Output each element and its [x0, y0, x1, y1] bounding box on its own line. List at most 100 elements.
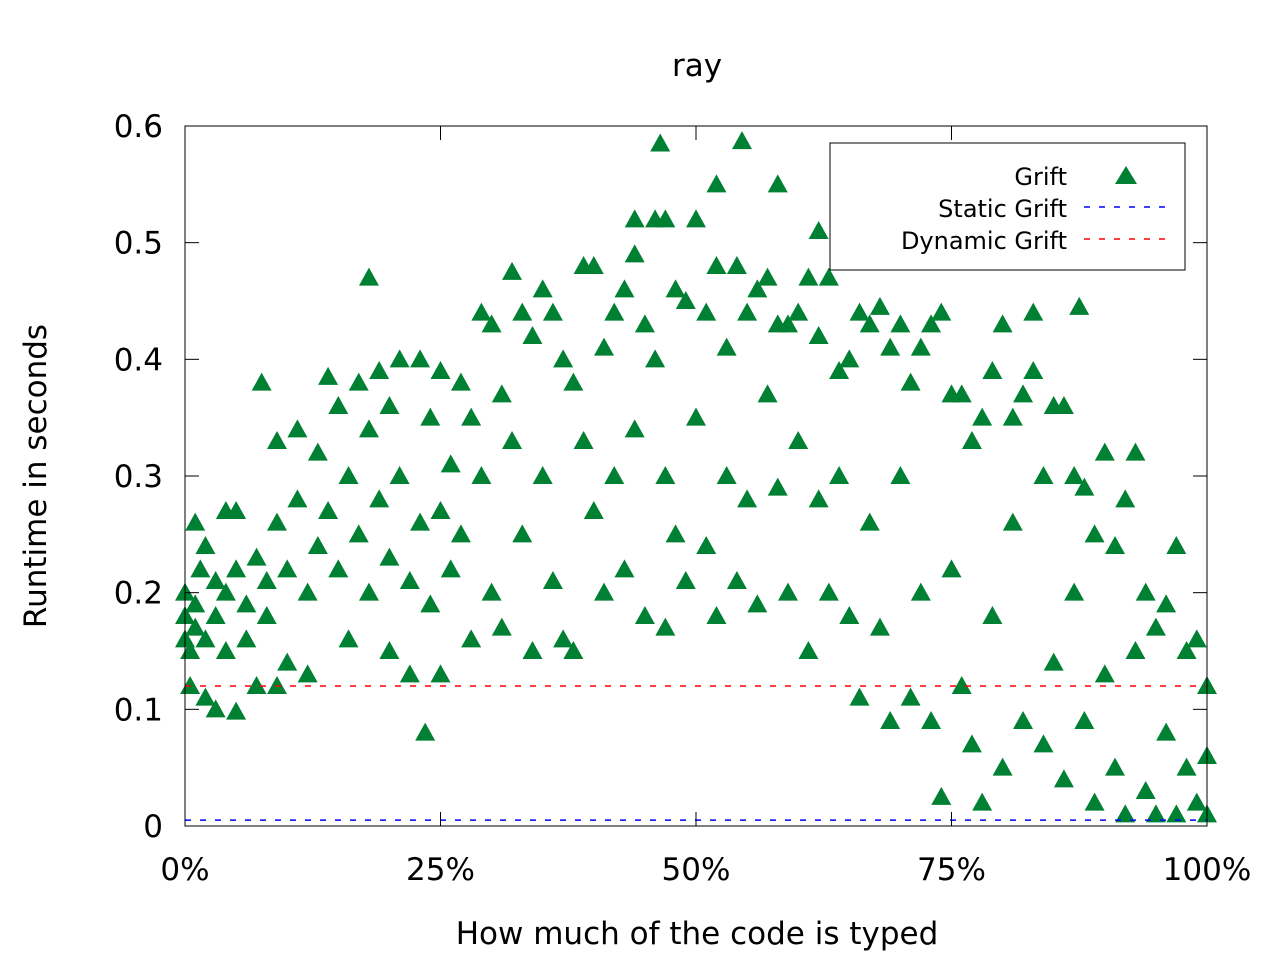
data-point — [583, 256, 604, 274]
data-point — [440, 559, 461, 578]
data-point — [266, 676, 287, 694]
data-point — [236, 594, 257, 613]
data-point — [358, 267, 379, 286]
legend: Grift Static Grift Dynamic Grift — [829, 142, 1186, 271]
data-point — [951, 676, 972, 694]
data-point — [798, 267, 819, 286]
data-point — [829, 466, 850, 484]
data-point — [1176, 641, 1197, 659]
data-point — [757, 384, 778, 403]
data-point — [1156, 594, 1177, 613]
data-point — [1105, 536, 1126, 554]
x-tick-label: 75% — [917, 852, 986, 888]
data-point — [706, 256, 727, 274]
data-point — [450, 524, 471, 543]
data-point — [307, 442, 328, 461]
data-point — [205, 699, 226, 718]
data-point — [839, 349, 860, 368]
axes: 0% 25% 50% 75% 100% 0 0.1 0.2 0.3 0.4 0.5 0.6 — [114, 109, 1252, 888]
data-point — [900, 687, 921, 706]
data-point — [277, 559, 298, 578]
data-point — [972, 792, 993, 811]
data-point — [195, 536, 216, 554]
x-tick-label: 0% — [160, 852, 209, 888]
data-point — [1033, 734, 1054, 753]
data-point — [849, 302, 870, 321]
data-point — [777, 314, 798, 333]
data-point — [706, 606, 727, 624]
data-point — [634, 606, 655, 624]
data-point — [195, 629, 216, 648]
data-point — [1064, 466, 1085, 484]
data-point — [788, 431, 809, 449]
data-point — [1023, 302, 1044, 321]
data-point — [563, 641, 584, 659]
data-point — [982, 606, 1003, 624]
x-tick-label: 100% — [1163, 852, 1252, 888]
data-point — [185, 512, 206, 531]
data-point — [379, 641, 400, 659]
data-point — [767, 477, 788, 496]
data-point — [1084, 524, 1105, 543]
data-point — [982, 361, 1003, 379]
data-point — [1186, 629, 1207, 648]
data-point — [737, 302, 758, 321]
data-point — [665, 279, 686, 298]
data-point — [522, 326, 543, 344]
legend-label-grift: Grift — [1014, 163, 1067, 191]
data-point — [1176, 757, 1197, 776]
legend-triangle-icon — [1115, 166, 1137, 184]
data-point — [338, 629, 359, 648]
data-point — [440, 454, 461, 473]
data-point — [215, 582, 236, 601]
x-axis-label: How much of the code is typed — [456, 916, 939, 952]
data-point — [369, 361, 390, 379]
data-point — [1013, 384, 1034, 403]
data-point — [1074, 477, 1095, 496]
data-point — [992, 757, 1013, 776]
data-point — [1074, 711, 1095, 729]
data-point — [185, 594, 206, 613]
data-point — [624, 419, 645, 438]
data-point — [369, 489, 390, 508]
data-point — [1135, 781, 1156, 799]
data-point — [471, 466, 492, 484]
data-point — [931, 786, 952, 805]
data-point — [297, 664, 318, 683]
data-point — [961, 734, 982, 753]
data-point — [180, 676, 201, 694]
data-point — [829, 361, 850, 379]
data-point — [731, 131, 752, 150]
data-point — [961, 431, 982, 449]
data-point — [1156, 722, 1177, 741]
y-tick-label: 0.2 — [114, 576, 163, 612]
data-point — [190, 559, 211, 578]
data-point — [880, 337, 901, 356]
data-point — [869, 296, 890, 315]
data-point — [645, 349, 666, 368]
data-point — [226, 559, 247, 578]
data-point — [1125, 442, 1146, 461]
data-point — [348, 524, 369, 543]
data-point — [808, 326, 829, 344]
data-point — [798, 641, 819, 659]
data-point — [348, 372, 369, 391]
data-point — [921, 711, 942, 729]
data-point — [215, 641, 236, 659]
y-tick-label: 0.4 — [114, 342, 163, 378]
y-tick-label: 0.1 — [114, 692, 163, 728]
data-point — [655, 617, 676, 636]
y-tick-label: 0.5 — [114, 226, 163, 262]
data-point — [1115, 489, 1136, 508]
data-point — [277, 652, 298, 671]
data-point — [399, 664, 420, 683]
data-point — [696, 302, 717, 321]
data-point — [1023, 361, 1044, 379]
data-point — [512, 524, 533, 543]
data-point — [992, 314, 1013, 333]
data-point — [251, 372, 272, 391]
data-point — [195, 687, 216, 706]
data-point — [185, 617, 206, 636]
data-point — [205, 606, 226, 624]
data-point — [1145, 804, 1166, 823]
